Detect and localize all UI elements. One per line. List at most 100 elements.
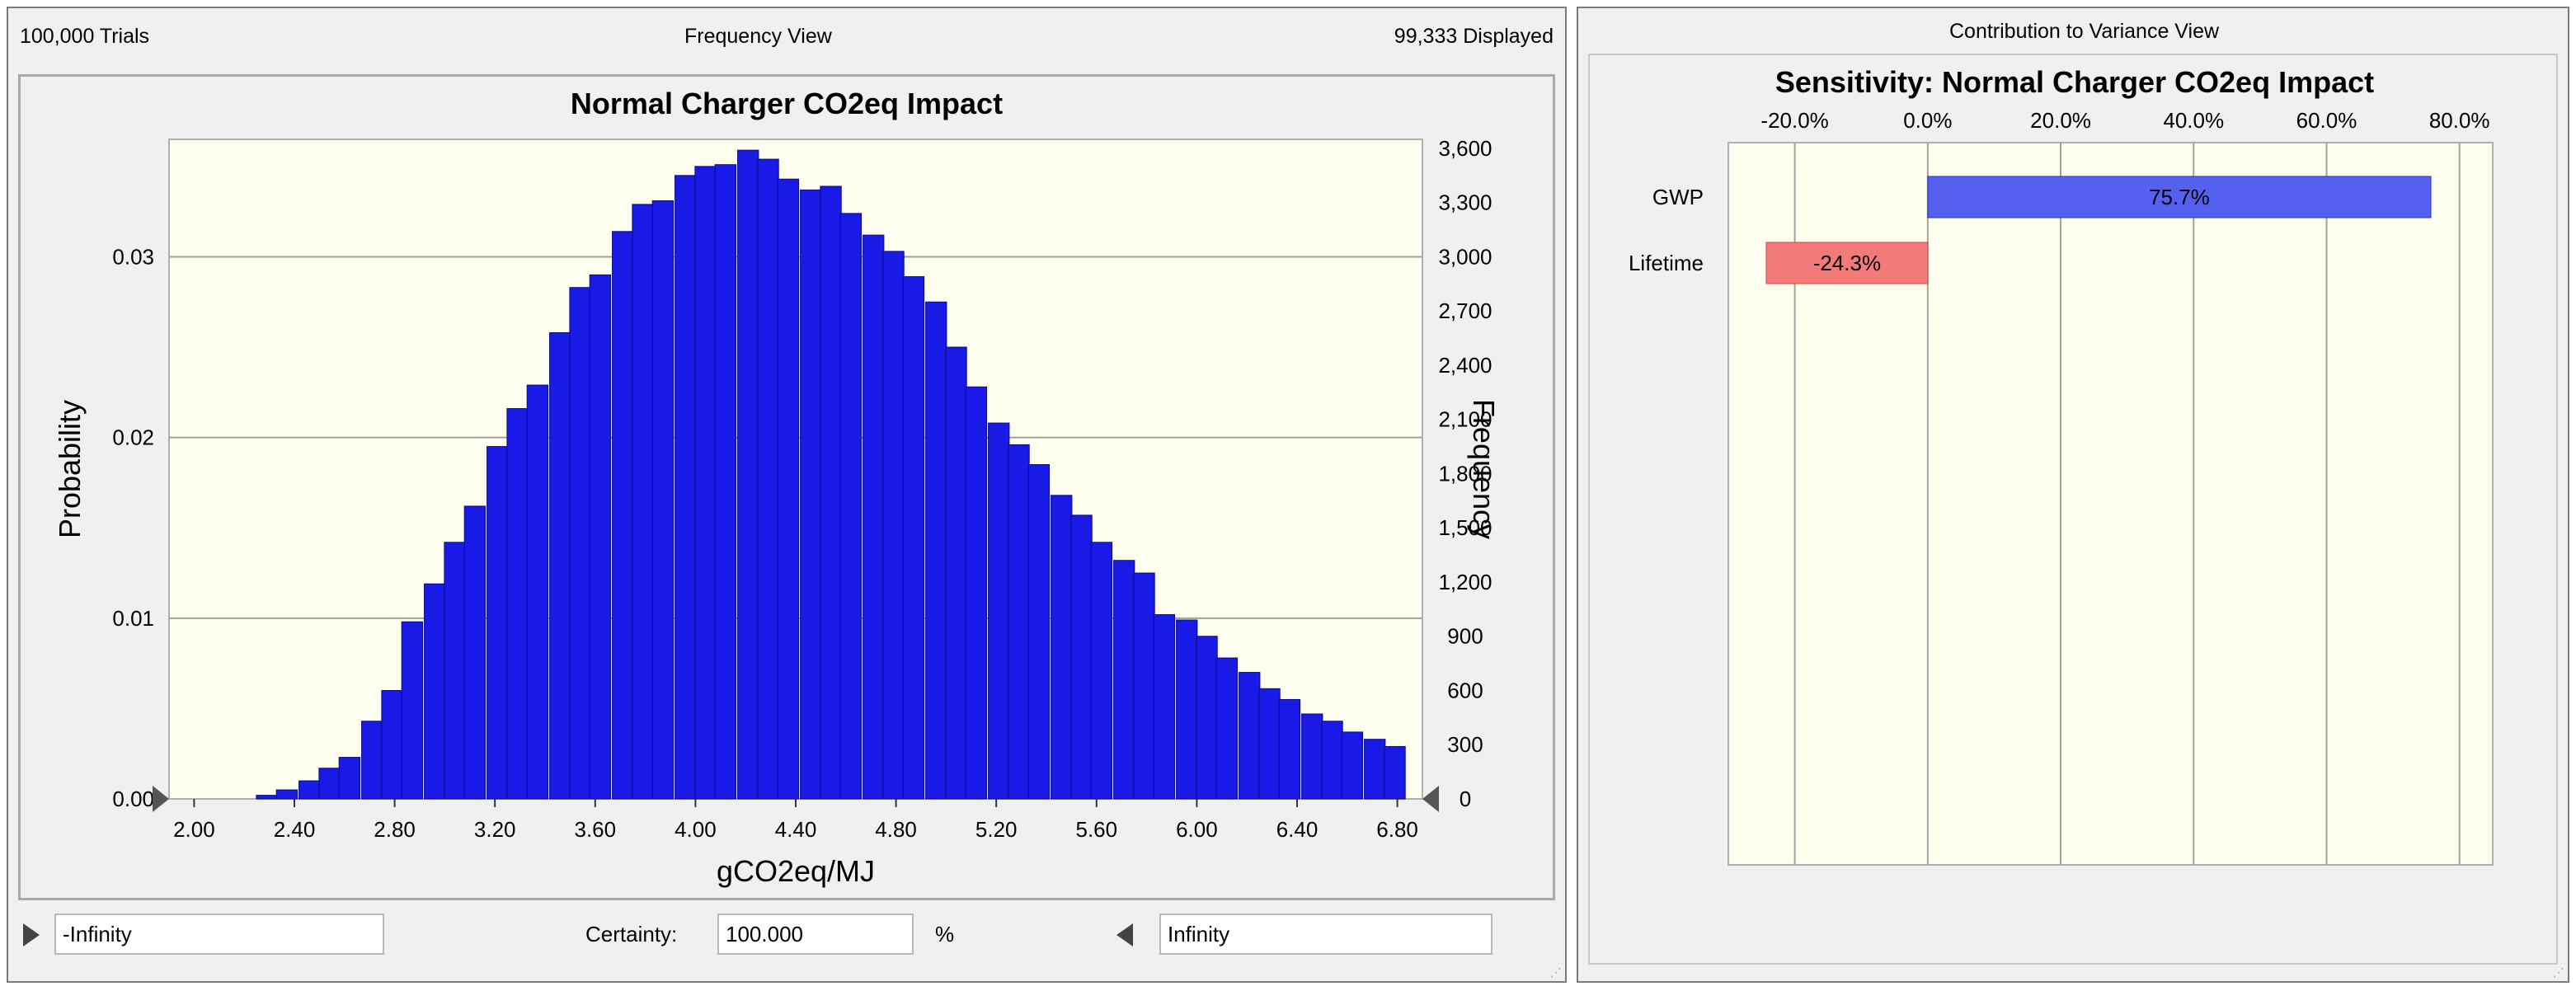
y2-tick-label: 3,000	[1438, 244, 1492, 269]
histogram-bar	[444, 542, 466, 800]
histogram-bar	[1301, 713, 1323, 800]
histogram-bar	[863, 234, 885, 800]
x-tick-label: 5.60	[1075, 817, 1117, 842]
histogram-bar	[839, 213, 863, 800]
histogram-bar	[675, 175, 697, 800]
x-tick-label: 2.40	[274, 817, 316, 842]
upper-bound-arrow-icon[interactable]	[1116, 923, 1133, 946]
sensitivity-chart: -20.0% 0.0% 20.0% 40.0% 60.0% 80.0% 75.7% GWP -2…	[1629, 108, 2494, 866]
bar-value-label: -24.3%	[1813, 251, 1881, 275]
contribution-variance-window: Contribution to Variance View Sensitivit…	[1577, 7, 2569, 983]
left-grabber-icon	[153, 786, 169, 812]
y2-tick-label: 2,100	[1438, 407, 1492, 432]
y2-tick-label: 2,700	[1438, 298, 1492, 323]
histogram-bar	[988, 422, 1010, 800]
chart-title: Normal Charger CO2eq Impact	[570, 87, 1004, 120]
histogram-bar	[318, 768, 341, 800]
histogram-bar	[1070, 514, 1093, 800]
histogram-bar	[1384, 745, 1406, 800]
x-tick-label: 6.00	[1176, 817, 1218, 842]
y2-tick-label: 3,600	[1438, 136, 1492, 161]
y2-tick-label: 0	[1460, 787, 1471, 811]
histogram-bar	[1176, 619, 1198, 800]
histogram-bar	[1153, 613, 1176, 800]
y-tick-label: 0.01	[112, 606, 154, 631]
histogram-bar	[882, 251, 905, 800]
x-tick-label: 3.60	[574, 817, 616, 842]
resize-grip-icon[interactable]: ⋰	[1550, 965, 1562, 979]
histogram-bar	[1196, 636, 1218, 800]
histogram-bar	[820, 186, 842, 800]
x-tick-label: 60.0%	[2296, 108, 2357, 133]
x-tick-label: 5.20	[975, 817, 1018, 842]
histogram-bar	[1051, 495, 1073, 800]
histogram-bar	[361, 721, 383, 800]
certainty-input[interactable]: 100.000	[717, 914, 914, 955]
upper-bound-input[interactable]: Infinity	[1159, 914, 1492, 955]
histogram-bar	[925, 301, 947, 800]
histogram-bar	[338, 757, 361, 800]
resize-grip-icon[interactable]: ⋰	[2553, 965, 2564, 979]
x-tick-label: 6.40	[1276, 817, 1319, 842]
histogram-bar	[800, 189, 822, 800]
histogram-bar	[256, 795, 278, 800]
histogram-bar	[506, 408, 529, 800]
trials-count: 100,000 Trials	[20, 25, 150, 48]
histogram-bar	[569, 287, 591, 800]
histogram-bar	[381, 689, 403, 800]
histogram-bar	[612, 231, 634, 800]
y-tick-label: 0.00	[112, 787, 154, 811]
histogram-bar	[549, 332, 571, 800]
histogram-bar	[694, 166, 717, 800]
right-grabber-icon	[1422, 786, 1439, 812]
histogram-bar	[424, 583, 446, 800]
category-label: Lifetime	[1629, 251, 1704, 275]
y-tick-label: 0.02	[112, 425, 154, 450]
positive-bar	[1927, 176, 2432, 218]
view-title: Frequency View	[684, 25, 832, 48]
histogram-bar	[651, 200, 675, 800]
y2-tick-label: 600	[1447, 678, 1483, 702]
y2-tick-label: 1,500	[1438, 515, 1492, 540]
histogram-bar	[1239, 672, 1261, 800]
histogram-bar	[275, 789, 298, 800]
y-axis-label: Probability	[53, 400, 87, 538]
y2-axis-label: Frequency	[1467, 399, 1501, 539]
histogram-bar	[298, 780, 321, 800]
x-tick-label: 2.00	[173, 817, 215, 842]
sensitivity-title: Sensitivity: Normal Charger CO2eq Impact	[1775, 65, 2375, 99]
displayed-count: 99,333 Displayed	[1394, 25, 1554, 48]
y2-tick-label: 1,800	[1438, 461, 1492, 486]
histogram-bar	[526, 384, 549, 800]
y2-tick-label: 3,300	[1438, 190, 1492, 215]
x-axis-label: gCO2eq/MJ	[717, 854, 875, 888]
histogram-bar	[401, 621, 424, 800]
percent-symbol: %	[935, 922, 955, 946]
negative-bar	[1765, 242, 1929, 284]
histogram-bar	[487, 446, 509, 800]
x-tick-label: 4.80	[875, 817, 917, 842]
bar-value-label: 75.7%	[2149, 185, 2210, 209]
histogram-bar	[1321, 721, 1343, 800]
y-tick-label: 0.03	[112, 244, 154, 269]
lower-bound-input[interactable]: -Infinity	[54, 914, 384, 955]
y2-tick-label: 900	[1447, 624, 1483, 649]
histogram-bar	[945, 346, 967, 800]
frequency-histogram: 0.00 0.01 0.02 0.03 0 300 600 900 1,200 1,500 1,80…	[53, 136, 1501, 888]
histogram-bar	[777, 178, 800, 800]
x-tick-label: 3.20	[474, 817, 516, 842]
histogram-bar	[1113, 560, 1135, 800]
lower-bound-arrow-icon[interactable]	[23, 923, 40, 946]
histogram-bar	[1008, 444, 1030, 800]
histogram-bar	[632, 204, 654, 800]
histogram-bar	[1090, 542, 1113, 800]
histogram-bar	[1341, 731, 1364, 800]
histogram-bar	[902, 276, 925, 800]
histogram-bar	[1027, 464, 1051, 800]
certainty-label: Certainty:	[585, 922, 678, 946]
histogram-bar	[1278, 698, 1301, 800]
histogram-bar	[757, 158, 779, 800]
x-tick-label: 20.0%	[2030, 108, 2091, 133]
view-title: Contribution to Variance View	[1949, 20, 2220, 43]
histogram-bar	[1133, 572, 1155, 800]
